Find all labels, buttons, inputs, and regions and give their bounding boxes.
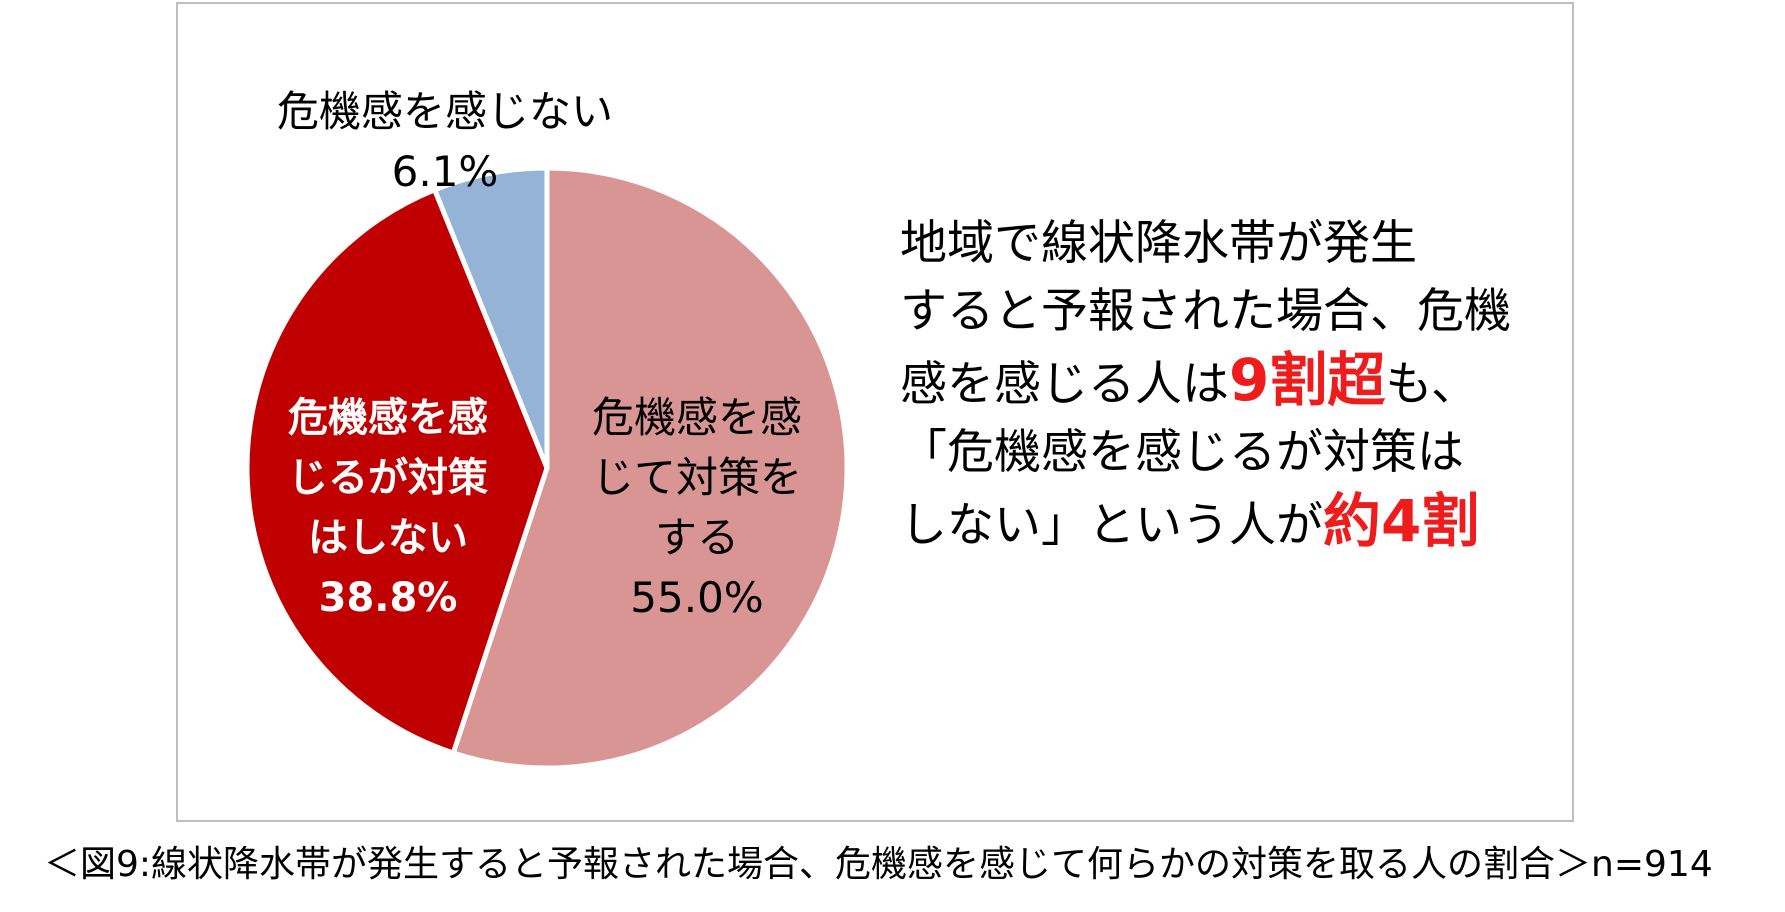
slice-value-no-concern: 6.1% xyxy=(391,147,499,196)
callout-line-1: 地域で線状降水帯が発生 xyxy=(900,216,1417,271)
callout-highlight-about-40: 約4割 xyxy=(1323,487,1480,555)
slice-label-no-action-line2: じるが対策 xyxy=(288,455,488,501)
callout-line-3-pre: 感を感じる人は xyxy=(900,357,1229,412)
callout-highlight-over-90: 9割超 xyxy=(1229,346,1386,414)
slice-label-no-action-line3: はしない xyxy=(308,515,468,561)
callout-line-5: しない」という人が約4割 xyxy=(900,487,1540,560)
slice-value-action: 55.0% xyxy=(630,573,764,622)
slice-label-action-line2: じて対策を xyxy=(591,453,802,502)
slice-label-no-action-line1: 危機感を感 xyxy=(288,395,488,441)
callout-line-4: 「危機感を感じるが対策は xyxy=(900,425,1464,480)
slice-label-no-concern-text: 危機感を感じない xyxy=(276,87,613,136)
pie-slice-concern-no-action xyxy=(244,187,550,756)
pie-slice-no-concern xyxy=(432,165,550,471)
slice-label-action-line3: する xyxy=(654,513,739,562)
callout-line-3: 感を感じる人は9割超も、 xyxy=(900,346,1540,419)
pie-slice-concern-action xyxy=(450,165,850,771)
slice-value-no-action: 38.8% xyxy=(318,575,458,621)
callout-line-2: すると予報された場合、危機 xyxy=(900,284,1511,339)
slice-label-action-line1: 危機感を感 xyxy=(591,393,802,442)
slice-label-no-concern: 危機感を感じない 6.1% xyxy=(250,82,640,202)
slice-label-concern-no-action: 危機感を感 じるが対策 はしない 38.8% xyxy=(248,388,528,628)
callout-line-5-pre: しない」という人が xyxy=(900,498,1323,553)
figure-caption: ＜図9:線状降水帯が発生すると予報された場合、危機感を感じて何らかの対策を取る人… xyxy=(44,844,1713,885)
callout-line-3-post: も、 xyxy=(1385,357,1478,412)
summary-callout: 地域で線状降水帯が発生 すると予報された場合、危機 感を感じる人は9割超も、 「… xyxy=(900,210,1540,560)
slice-label-concern-action: 危機感を感 じて対策を する 55.0% xyxy=(552,388,842,628)
